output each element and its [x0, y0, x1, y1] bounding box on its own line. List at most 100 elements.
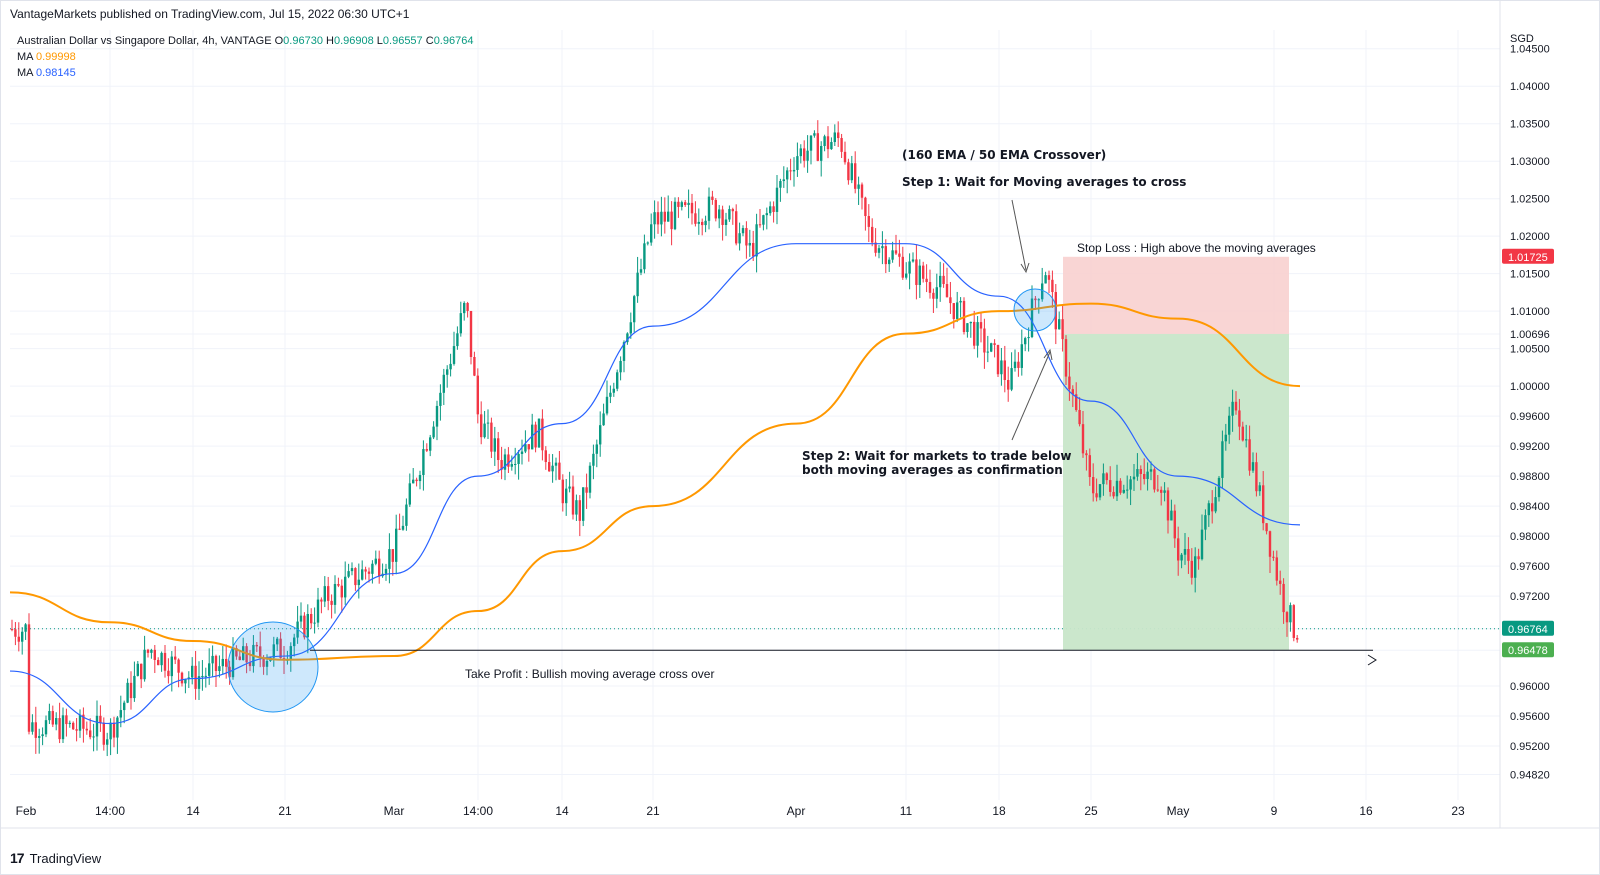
annotations: (160 EMA / 50 EMA Crossover) Step 1: Wait… [227, 148, 1377, 713]
x-tick-label: 21 [278, 804, 292, 818]
symbol-name: Australian Dollar vs Singapore Dollar, 4… [17, 35, 272, 47]
candle-body [1139, 469, 1142, 475]
price-badge-label: 0.96764 [1508, 624, 1548, 636]
candle-body [1183, 549, 1187, 555]
candle-body [446, 369, 449, 375]
candle-body [1170, 510, 1173, 521]
candle-body [72, 722, 75, 730]
candle-body [439, 392, 442, 406]
y-tick-label: 0.94820 [1510, 770, 1550, 782]
candle-body [1092, 477, 1095, 494]
candle-body [670, 211, 673, 230]
take-profit-arrow-icon [1367, 654, 1377, 666]
candle-body [408, 483, 411, 505]
y-tick-label: 0.99200 [1510, 441, 1550, 453]
candle-body [837, 132, 840, 139]
legend-ma1-row[interactable]: MA 0.99998 [17, 49, 473, 65]
candle-body [112, 722, 116, 738]
candle-body [983, 328, 986, 353]
candle-body [820, 146, 823, 161]
candle-body [150, 649, 153, 653]
candle-body [752, 242, 755, 257]
candle-body [1010, 368, 1013, 390]
crossover-circle-bearish[interactable] [1013, 288, 1057, 332]
candle-body [769, 206, 772, 214]
candle-body [551, 465, 554, 472]
candle-body [626, 333, 629, 343]
stop-loss-zone[interactable] [1063, 256, 1289, 334]
candle-body [687, 202, 690, 205]
tradingview-brand[interactable]: 17 TradingView [10, 850, 101, 866]
candle-body [214, 655, 218, 672]
candle-body [881, 246, 884, 249]
candle-body [163, 652, 167, 671]
candle-body [1282, 583, 1285, 613]
candle-body [932, 292, 935, 299]
candle-body [418, 475, 422, 482]
crossover-circle-bullish[interactable] [227, 621, 319, 713]
candle-body [1262, 485, 1265, 524]
candle-body [609, 392, 612, 397]
candle-body [704, 220, 707, 226]
candle-body [1068, 376, 1071, 390]
ohlc-close-value: 0.96764 [433, 35, 474, 47]
candle-body [939, 275, 942, 288]
candle-body [38, 736, 41, 738]
candle-body [1020, 344, 1023, 368]
candle-body [667, 211, 670, 222]
candle-body [884, 246, 887, 265]
candle-body [276, 638, 279, 645]
candle-body [1224, 434, 1227, 442]
candle-body [1017, 361, 1020, 368]
candle-body [1143, 474, 1146, 480]
y-tick-label: 0.99600 [1510, 411, 1550, 423]
candle-body [221, 658, 224, 667]
candle-body [1003, 360, 1006, 380]
candle-body [1166, 490, 1170, 521]
y-tick-label: 0.97200 [1510, 591, 1550, 603]
candle-body [891, 250, 894, 260]
candle-body [1119, 480, 1122, 493]
candle-body [1064, 339, 1068, 377]
candle-body [1190, 560, 1193, 578]
candle-body [197, 676, 201, 689]
candle-body [422, 449, 425, 476]
candle-body [323, 586, 326, 602]
candle-body [364, 569, 367, 572]
candle-body [945, 284, 949, 298]
candle-body [986, 351, 989, 353]
x-tick-label: 14:00 [95, 804, 125, 818]
candle-body [425, 449, 428, 451]
candle-body [809, 135, 813, 151]
candle-body [803, 148, 806, 161]
candle-body [85, 728, 88, 731]
candle-body [707, 196, 711, 221]
x-tick-label: 14 [186, 804, 200, 818]
candle-body [55, 718, 58, 725]
candle-body [140, 663, 143, 680]
candle-body [483, 423, 486, 438]
candle-body [616, 372, 619, 389]
candle-body [1146, 471, 1149, 480]
y-tick-label: 1.00696 [1510, 329, 1550, 341]
candle-body [541, 418, 544, 451]
x-tick-label: Feb [16, 804, 37, 818]
candle-body [279, 638, 282, 659]
candle-body [877, 248, 881, 253]
candle-body [993, 343, 996, 345]
ohlc-open-key: O [274, 35, 284, 47]
candle-body [194, 665, 197, 689]
candle-body [1041, 283, 1044, 300]
candle-body [524, 444, 527, 452]
candle-body [1163, 490, 1166, 493]
candle-body [75, 729, 78, 731]
candle-body [728, 209, 731, 220]
ma1-label: MA [17, 51, 33, 63]
candle-body [901, 256, 904, 278]
candle-body [51, 711, 54, 725]
candle-body [1098, 484, 1102, 498]
candle-body [690, 202, 694, 214]
legend-ma2-row[interactable]: MA 0.98145 [17, 65, 473, 81]
candle-body [1258, 485, 1261, 492]
